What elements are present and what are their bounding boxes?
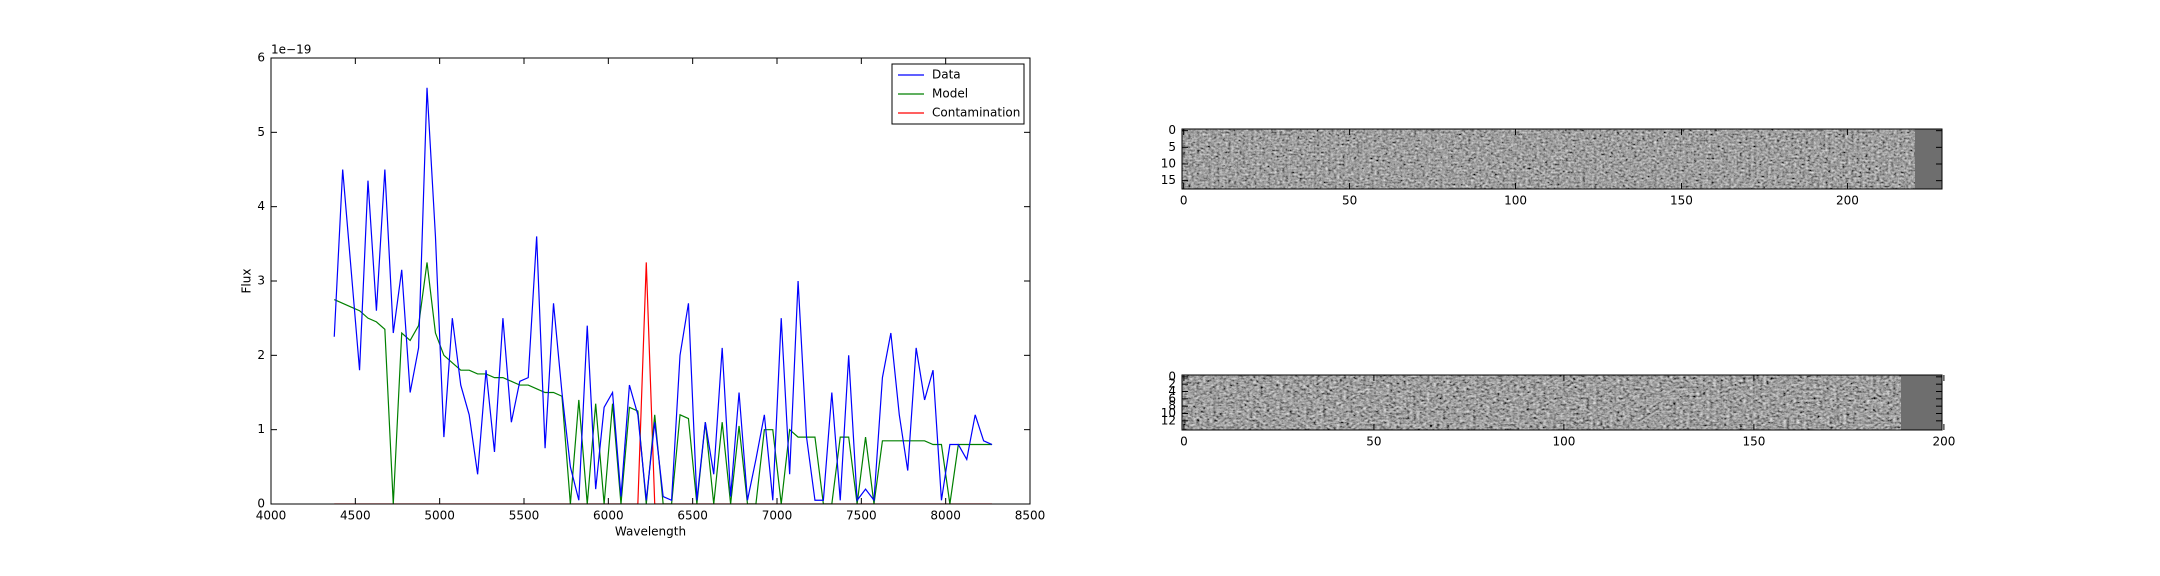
y-tick-label: 10 (1161, 157, 1176, 171)
y-tick-label: 1 (257, 422, 265, 436)
y-tick-label: 0 (1168, 123, 1176, 137)
plot-frame (1181, 374, 1943, 431)
series-line (334, 262, 993, 504)
y-tick-label: 6 (257, 51, 265, 65)
x-tick-label: 200 (1836, 194, 1859, 208)
x-tick-label: 50 (1366, 435, 1381, 449)
plot-frame (270, 57, 1031, 505)
y-tick-label: 10 (1161, 406, 1176, 420)
offset-text: 1e−19 (271, 43, 311, 57)
y-tick-label: 6 (1168, 391, 1176, 405)
legend-label: Model (932, 87, 968, 101)
x-tick-label: 6500 (677, 509, 708, 523)
x-tick-label: 150 (1742, 435, 1765, 449)
y-tick-label: 0 (1168, 369, 1176, 383)
x-tick-label: 7000 (762, 509, 793, 523)
legend-label: Contamination (932, 106, 1020, 120)
x-tick-label: 5000 (424, 509, 455, 523)
x-tick-label: 5500 (509, 509, 540, 523)
x-tick-label: 100 (1504, 194, 1527, 208)
x-axis-label: Wavelength (615, 525, 686, 539)
y-axis-label: Flux (240, 269, 254, 294)
x-tick-label: 50 (1342, 194, 1357, 208)
y-tick-label: 2 (257, 348, 265, 362)
y-tick-label: 5 (1168, 140, 1176, 154)
y-tick-label: 15 (1161, 173, 1176, 187)
x-tick-label: 100 (1552, 435, 1575, 449)
y-tick-label: 4 (1168, 384, 1176, 398)
x-tick-label: 0 (1180, 194, 1188, 208)
y-tick-label: 8 (1168, 399, 1176, 413)
image-pixels (1182, 375, 1901, 430)
plot-frame (1181, 128, 1943, 190)
image-pixels (1182, 129, 1915, 189)
y-tick-label: 2 (1168, 377, 1176, 391)
x-tick-label: 200 (1932, 435, 1955, 449)
x-tick-label: 4000 (256, 509, 287, 523)
x-tick-label: 8500 (1015, 509, 1046, 523)
y-tick-label: 5 (257, 125, 265, 139)
series-line (334, 262, 993, 504)
x-tick-label: 150 (1670, 194, 1693, 208)
image-padding (1901, 375, 1942, 430)
series-line (333, 87, 993, 502)
y-tick-label: 12 (1161, 413, 1176, 427)
image-padding (1915, 129, 1942, 189)
x-tick-label: 4500 (340, 509, 371, 523)
y-tick-label: 3 (257, 274, 265, 288)
legend-label: Data (932, 68, 961, 82)
x-tick-label: 8000 (930, 509, 961, 523)
y-tick-label: 4 (257, 199, 265, 213)
x-tick-label: 7500 (846, 509, 877, 523)
x-tick-label: 0 (1180, 435, 1188, 449)
x-tick-label: 6000 (593, 509, 624, 523)
y-tick-label: 0 (257, 497, 265, 511)
